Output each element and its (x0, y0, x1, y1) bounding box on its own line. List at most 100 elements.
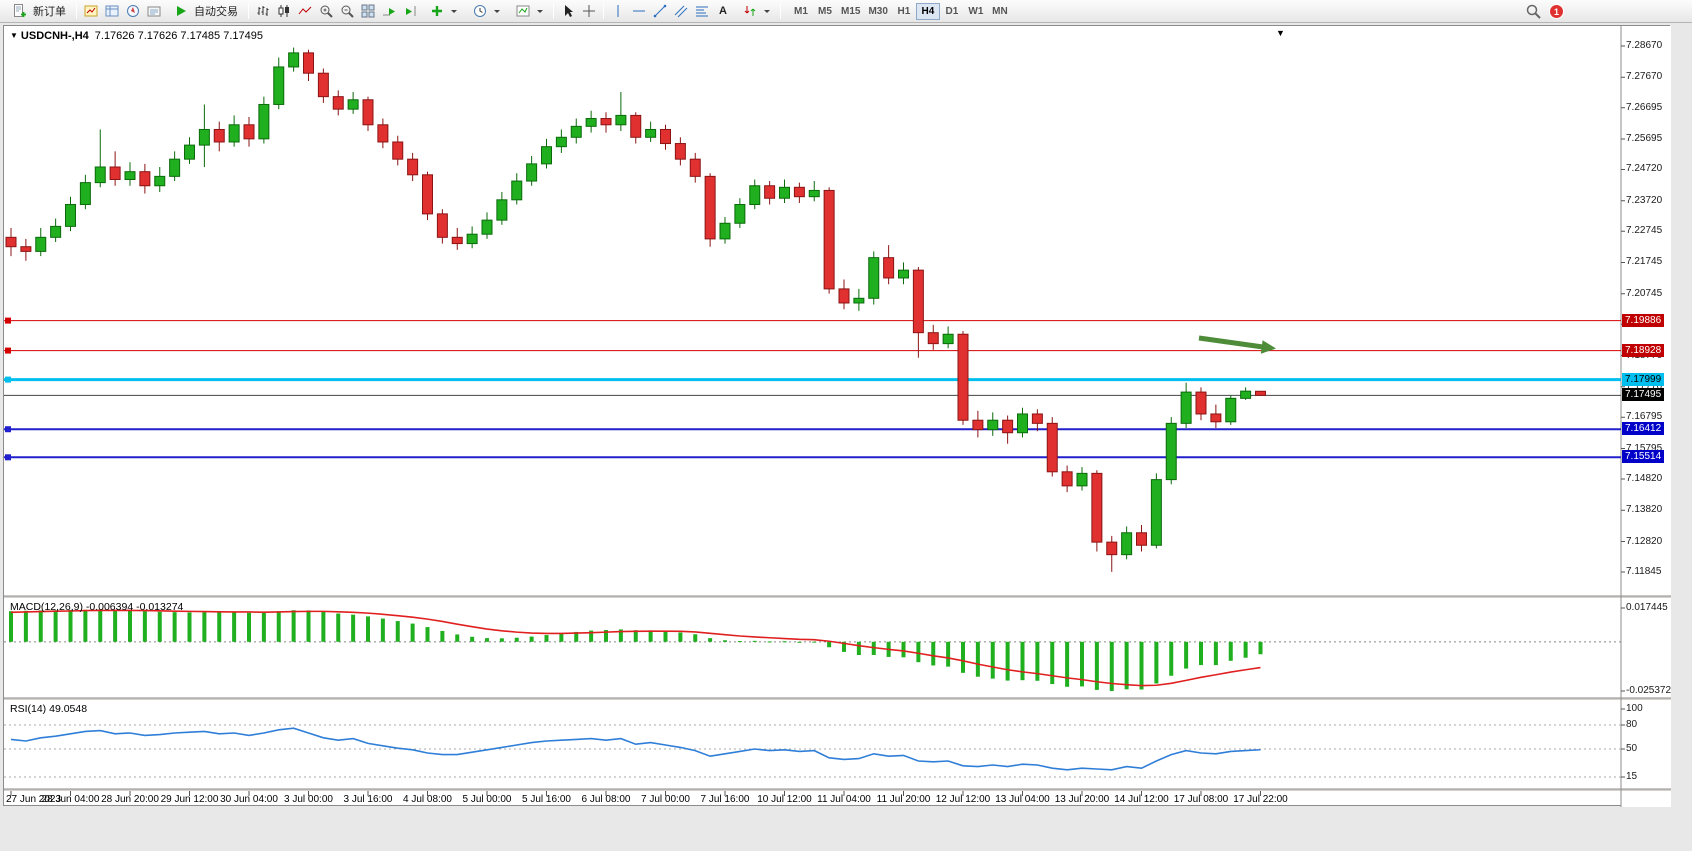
text-icon[interactable]: A (719, 5, 727, 17)
timeframe-W1[interactable]: W1 (968, 5, 984, 17)
candle-down (1136, 532, 1147, 546)
arrows-button[interactable] (734, 1, 776, 21)
line-chart-icon[interactable] (295, 1, 315, 21)
macd-histogram-bar (1258, 641, 1263, 655)
candle-down (1255, 390, 1266, 396)
templates-button[interactable] (507, 1, 549, 21)
separator (603, 3, 604, 19)
timeframe-D1[interactable]: D1 (945, 5, 959, 17)
time-axis-label: 30 Jun 04:00 (220, 794, 278, 805)
candle-up (808, 189, 820, 198)
timeframe-MN[interactable]: MN (992, 5, 1008, 17)
candle-down (1061, 471, 1073, 487)
chart-menu-arrow-icon[interactable]: ▼ (1276, 28, 1285, 38)
macd-signal-line (10, 609, 1261, 687)
timeframe-H4[interactable]: H4 (915, 2, 940, 20)
candle-down (793, 186, 805, 198)
cursor-icon[interactable] (558, 1, 578, 21)
macd-histogram-bar (1080, 641, 1084, 687)
macd-histogram-bar (618, 629, 623, 642)
rsi-line (10, 727, 1261, 771)
macd-histogram-bar (142, 611, 147, 642)
notification-badge[interactable]: 1 (1549, 4, 1564, 19)
macd-histogram-bar (663, 631, 668, 642)
panel-separator[interactable] (4, 596, 1671, 598)
macd-histogram-bar (797, 641, 802, 643)
time-axis-label: 3 Jul 00:00 (284, 794, 333, 805)
line-handle[interactable] (5, 426, 11, 433)
candle-down (704, 175, 716, 240)
autotrading-button[interactable]: 自动交易 (165, 1, 244, 21)
price-line-label[interactable]: 7.19886 (1622, 313, 1665, 327)
vertical-line-icon[interactable] (608, 1, 628, 21)
candle-down (362, 99, 374, 126)
candle-down (139, 171, 151, 187)
timeframe-H1[interactable]: H1 (897, 5, 911, 17)
macd-histogram-bar (440, 630, 445, 642)
price-line-label[interactable]: 7.17999 (1622, 372, 1665, 386)
timeframe-M15[interactable]: M15 (841, 5, 861, 17)
periods-button[interactable] (464, 1, 506, 21)
navigator-icon[interactable] (123, 1, 143, 21)
crosshair-icon[interactable] (579, 1, 599, 21)
candle-down (303, 52, 314, 74)
zoom-in-icon[interactable] (316, 1, 336, 21)
macd-histogram-bar (1035, 641, 1040, 681)
trendline-icon[interactable] (650, 1, 670, 21)
macd-histogram-bar (604, 629, 608, 642)
macd-histogram-bar (98, 609, 103, 642)
horizontal-line-icon[interactable] (629, 1, 649, 21)
timeframe-M5[interactable]: M5 (818, 5, 832, 17)
line-handle[interactable] (5, 317, 11, 324)
macd-histogram-bar (366, 616, 370, 642)
bar-chart-icon[interactable] (253, 1, 273, 21)
chevron-down-icon (764, 9, 770, 13)
price-line-label[interactable]: 7.16412 (1622, 422, 1665, 436)
arrow-annotation[interactable] (1198, 335, 1264, 350)
candle-up (645, 128, 657, 138)
price-axis-label: 7.15795 (1626, 442, 1663, 454)
zoom-out-icon[interactable] (337, 1, 357, 21)
auto-scroll-icon[interactable] (379, 1, 399, 21)
macd-histogram-bar (752, 640, 757, 642)
chart-dropdown-icon[interactable]: ▼ (10, 31, 18, 40)
macd-histogram-bar (1139, 641, 1144, 690)
market-watch-icon[interactable] (81, 1, 101, 21)
macd-histogram-bar (737, 641, 742, 643)
price-axis-label: 7.14820 (1626, 472, 1663, 484)
fibonacci-icon[interactable] (692, 1, 712, 21)
macd-histogram-bar (1154, 641, 1159, 684)
line-handle[interactable] (5, 454, 11, 461)
data-window-icon[interactable] (102, 1, 122, 21)
price-line-label[interactable]: 7.15514 (1622, 450, 1665, 464)
timeframe-M1[interactable]: M1 (794, 5, 808, 17)
line-handle[interactable] (5, 347, 11, 354)
search-icon[interactable] (1523, 2, 1543, 22)
template-icon (513, 1, 533, 21)
line-handle[interactable] (5, 376, 11, 383)
time-axis-label: 5 Jul 16:00 (522, 794, 571, 805)
timeframe-M30[interactable]: M30 (868, 5, 888, 17)
indicators-button[interactable] (421, 1, 463, 21)
chart-shift-icon[interactable] (400, 1, 420, 21)
arrow-annotation-head[interactable] (1260, 340, 1276, 354)
price-line-label[interactable]: 7.18928 (1622, 343, 1665, 357)
candle-down (436, 213, 448, 238)
candle-down (1002, 419, 1014, 434)
candlestick-chart-icon[interactable] (274, 1, 294, 21)
new-order-button[interactable]: 新订单 (4, 1, 72, 21)
terminal-icon[interactable] (144, 1, 164, 21)
tile-windows-icon[interactable] (358, 1, 378, 21)
time-axis-label: 28 Jun 20:00 (101, 794, 159, 805)
time-axis-label: 6 Jul 08:00 (581, 794, 631, 805)
channel-icon[interactable] (671, 1, 691, 21)
current-price-label: 7.17495 (1622, 388, 1665, 402)
rsi-label: RSI(14) 49.0548 (10, 703, 88, 715)
chart-canvas[interactable] (4, 26, 1671, 807)
candle-up (124, 171, 136, 180)
candle-down (422, 174, 433, 215)
panel-separator[interactable] (4, 698, 1671, 700)
chevron-down-icon (537, 9, 543, 13)
panel-separator[interactable] (4, 789, 1671, 791)
price-axis-strip[interactable] (1621, 26, 1671, 807)
